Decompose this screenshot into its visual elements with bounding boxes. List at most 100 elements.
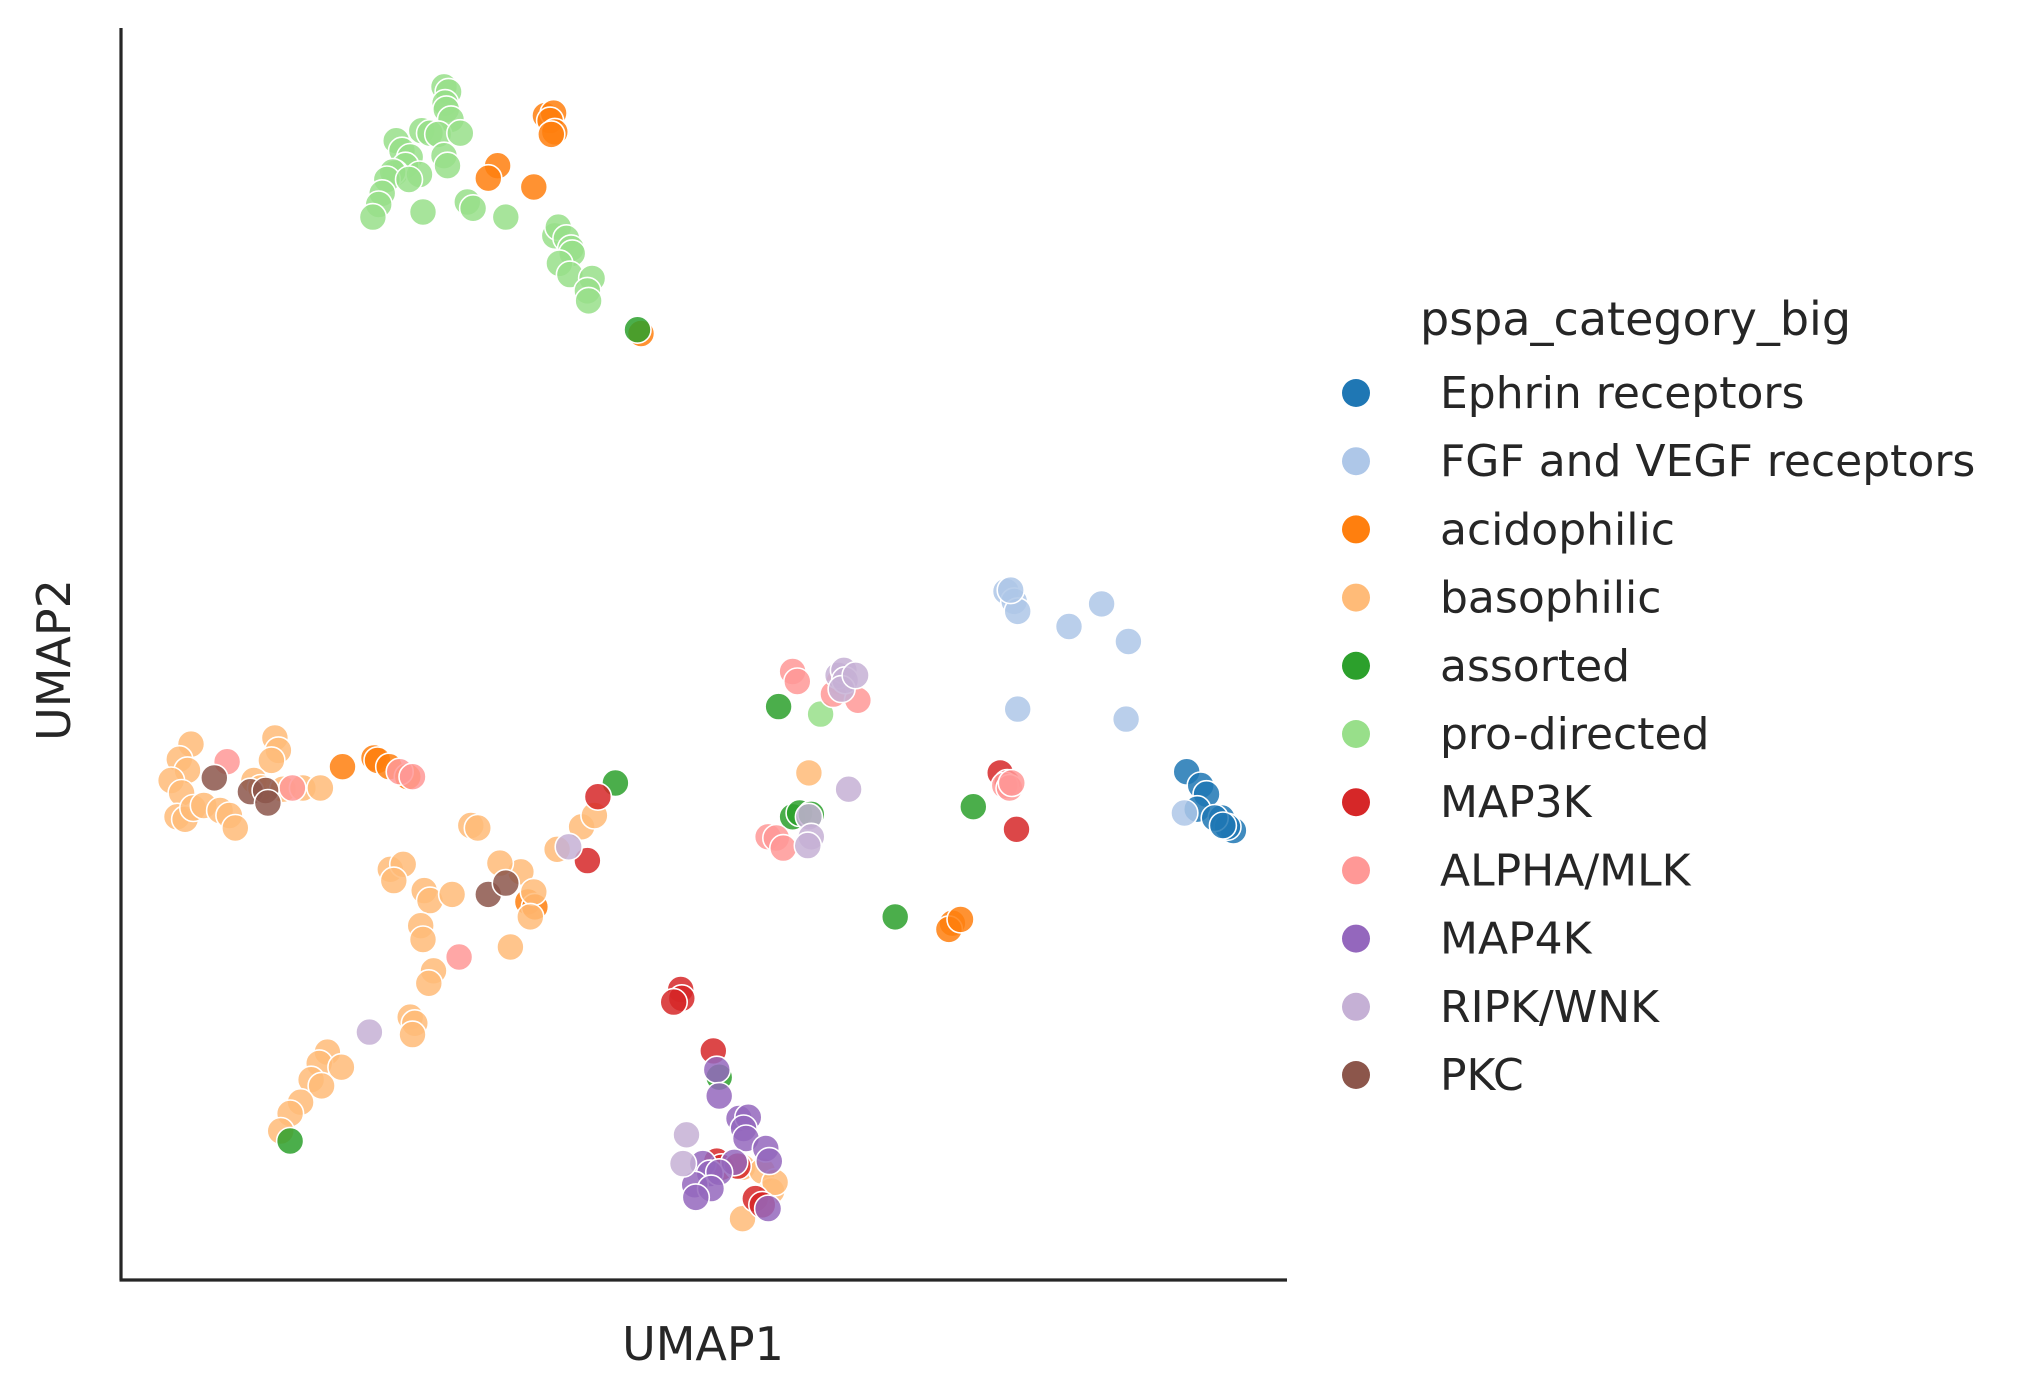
point-map4k-0	[702, 1055, 732, 1084]
point-acidophilic-7	[519, 172, 549, 202]
point-ripk-wnk-8	[793, 831, 823, 860]
legend: pspa_category_big Ephrin receptors FGF an…	[1342, 292, 1975, 1101]
point-map4k-8	[754, 1146, 784, 1176]
point-assorted-9	[275, 1126, 305, 1156]
point-basophilic-46	[307, 1071, 336, 1101]
point-basophilic-34	[515, 902, 545, 932]
point-pro-directed-24	[458, 194, 488, 223]
point-acidophilic-6	[473, 163, 503, 193]
legend-item-ripk-wnk: RIPK/WNK	[1342, 982, 1660, 1033]
point-basophilic-27	[519, 877, 549, 907]
point-basophilic-14	[257, 746, 286, 775]
point-assorted-1	[764, 692, 793, 721]
point-fgf-and-vegf-receptors-9	[996, 575, 1026, 605]
legend-marker-ripk-wnk	[1342, 992, 1370, 1021]
legend-label-assorted: assorted	[1440, 641, 1630, 692]
point-pro-directed-22	[408, 197, 438, 227]
legend-marker-alpha-mlk	[1342, 856, 1370, 885]
point-assorted-0	[623, 315, 652, 345]
point-map4k-1	[704, 1081, 734, 1111]
legend-item-acidophilic: acidophilic	[1342, 504, 1675, 555]
legend-label-alpha-mlk: ALPHA/MLK	[1440, 845, 1692, 896]
legend-label-map4k: MAP4K	[1440, 914, 1593, 965]
legend-marker-map4k	[1342, 924, 1370, 953]
point-map4k-14	[681, 1183, 711, 1212]
legend-label-basophilic: basophilic	[1440, 573, 1661, 624]
point-fgf-and-vegf-receptors-5	[1114, 627, 1143, 656]
point-basophilic-21	[463, 813, 493, 843]
point-pro-directed-8	[445, 118, 475, 148]
point-alpha-mlk-4	[444, 942, 474, 972]
series-pro-directed	[358, 72, 835, 729]
point-basophilic-11	[221, 813, 250, 843]
series-fgf-and-vegf-receptors	[991, 575, 1199, 828]
legend-item-pkc: PKC	[1342, 1050, 1524, 1101]
series-ripk-wnk	[355, 655, 870, 1178]
legend-item-ephrin-receptors: Ephrin receptors	[1342, 368, 1804, 419]
point-basophilic-19	[306, 773, 335, 803]
point-fgf-and-vegf-receptors-6	[1003, 694, 1033, 724]
point-basophilic-39	[414, 968, 444, 998]
point-pro-directed-36	[358, 202, 388, 232]
point-pro-directed-37	[806, 699, 835, 729]
series-map4k	[680, 1055, 784, 1223]
series-acidophilic	[328, 98, 975, 944]
point-acidophilic-18	[946, 905, 975, 934]
point-basophilic-33	[437, 880, 467, 909]
legend-marker-pkc	[1342, 1061, 1370, 1089]
point-fgf-and-vegf-receptors-8	[1170, 798, 1199, 828]
legend-item-basophilic: basophilic	[1342, 573, 1661, 624]
legend-item-map4k: MAP4K	[1342, 914, 1593, 965]
point-map3k-0	[583, 782, 613, 812]
point-alpha-mlk-7	[768, 833, 798, 863]
legend-label-map3k: MAP3K	[1440, 777, 1593, 828]
point-ephrin-receptors-8	[1208, 811, 1238, 840]
legend-title: pspa_category_big	[1420, 292, 1851, 346]
y-axis-label: UMAP2	[27, 579, 81, 741]
point-pkc-0	[200, 763, 229, 793]
legend-marker-ephrin-receptors	[1342, 379, 1370, 407]
legend-marker-acidophilic	[1342, 515, 1370, 544]
legend-marker-pro-directed	[1342, 720, 1370, 748]
point-alpha-mlk-9	[782, 667, 812, 696]
point-ripk-wnk-10	[355, 1017, 384, 1047]
series-pkc	[200, 763, 521, 909]
point-alpha-mlk-14	[997, 768, 1027, 798]
point-ripk-wnk-12	[668, 1149, 698, 1178]
legend-item-alpha-mlk: ALPHA/MLK	[1342, 845, 1692, 896]
legend-items: Ephrin receptors FGF and VEGF receptors ac…	[1342, 368, 1975, 1101]
legend-item-fgf-and-vegf-receptors: FGF and VEGF receptors	[1342, 436, 1975, 487]
point-basophilic-36	[408, 925, 438, 954]
point-ripk-wnk-4	[841, 660, 870, 690]
legend-label-fgf-and-vegf-receptors: FGF and VEGF receptors	[1440, 436, 1975, 487]
point-basophilic-37	[496, 932, 525, 962]
legend-item-map3k: MAP3K	[1342, 777, 1593, 828]
point-pro-directed-35	[574, 286, 603, 316]
point-acidophilic-4	[536, 120, 566, 149]
point-map3k-4	[1002, 814, 1031, 844]
point-pkc-3	[253, 788, 283, 818]
legend-marker-basophilic	[1342, 583, 1370, 612]
legend-item-pro-directed: pro-directed	[1342, 709, 1709, 760]
point-fgf-and-vegf-receptors-3	[1054, 612, 1084, 641]
point-basophilic-56	[728, 1204, 757, 1233]
point-alpha-mlk-2	[398, 762, 427, 792]
point-pro-directed-19	[394, 165, 424, 194]
legend-marker-assorted	[1342, 651, 1370, 680]
point-fgf-and-vegf-receptors-7	[1111, 704, 1141, 734]
legend-label-ephrin-receptors: Ephrin receptors	[1440, 368, 1804, 419]
point-map4k-15	[753, 1194, 783, 1223]
point-pkc-5	[491, 868, 521, 898]
point-ripk-wnk-11	[672, 1120, 701, 1150]
scatter-points	[156, 72, 1248, 1233]
point-basophilic-47	[327, 1052, 356, 1082]
point-basophilic-42	[398, 1020, 427, 1049]
point-fgf-and-vegf-receptors-4	[1087, 589, 1116, 619]
legend-label-acidophilic: acidophilic	[1440, 504, 1675, 555]
legend-item-assorted: assorted	[1342, 641, 1630, 692]
point-ripk-wnk-9	[554, 832, 584, 862]
point-ripk-wnk-5	[834, 774, 863, 804]
point-acidophilic-9	[328, 752, 357, 782]
legend-label-pro-directed: pro-directed	[1440, 709, 1709, 760]
point-pro-directed-25	[491, 202, 521, 232]
